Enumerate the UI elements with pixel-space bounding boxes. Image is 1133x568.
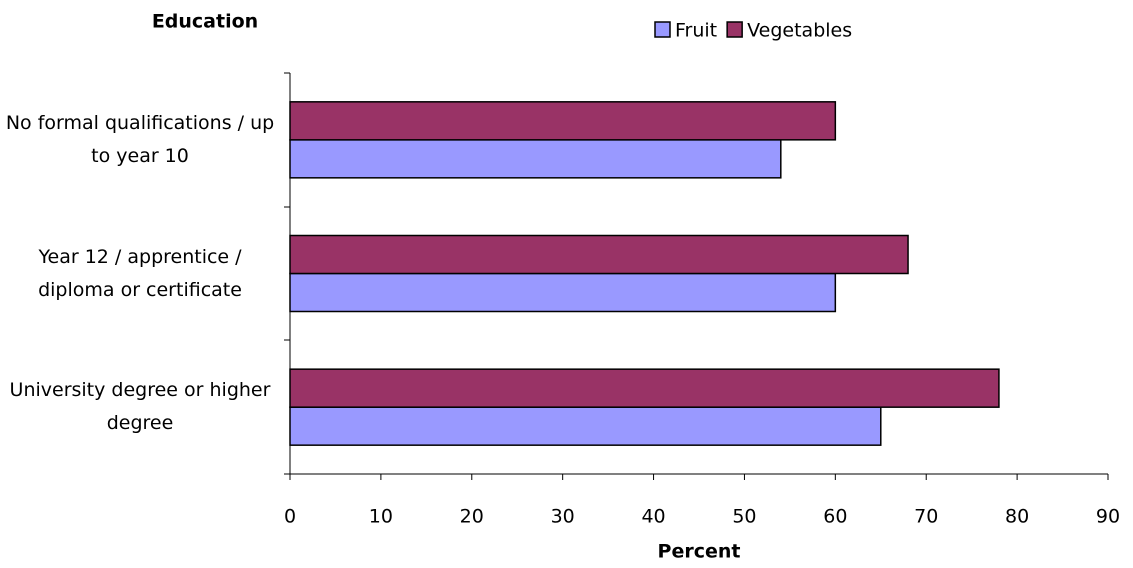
x-axis-title: Percent [658,541,741,563]
legend-swatch [654,21,671,38]
y-tick-label: No formal qualifications / up to year 10 [5,111,275,167]
x-tick-label: 90 [1096,506,1120,528]
x-tick-label: 20 [460,506,484,528]
legend-label: Vegetables [747,20,852,42]
y-axis-title: Education [152,11,258,33]
legend-swatch [726,21,743,38]
x-tick-label: 70 [914,506,938,528]
x-tick-label: 0 [284,506,296,528]
bar [289,101,837,141]
y-tick-label: Year 12 / apprentice / diploma or certif… [38,245,242,301]
x-tick-label: 60 [823,506,847,528]
bar [289,272,837,313]
x-tick-label: 50 [732,506,756,528]
bar [289,139,782,179]
bar [289,406,882,446]
x-tick-label: 80 [1005,506,1029,528]
y-tick-label: University degree or higher degree [9,379,271,435]
legend-label: Fruit [675,20,717,42]
bar [289,368,1000,408]
x-tick-label: 40 [641,506,665,528]
x-tick-label: 30 [551,506,575,528]
x-tick-label: 10 [369,506,393,528]
bar [289,234,909,275]
